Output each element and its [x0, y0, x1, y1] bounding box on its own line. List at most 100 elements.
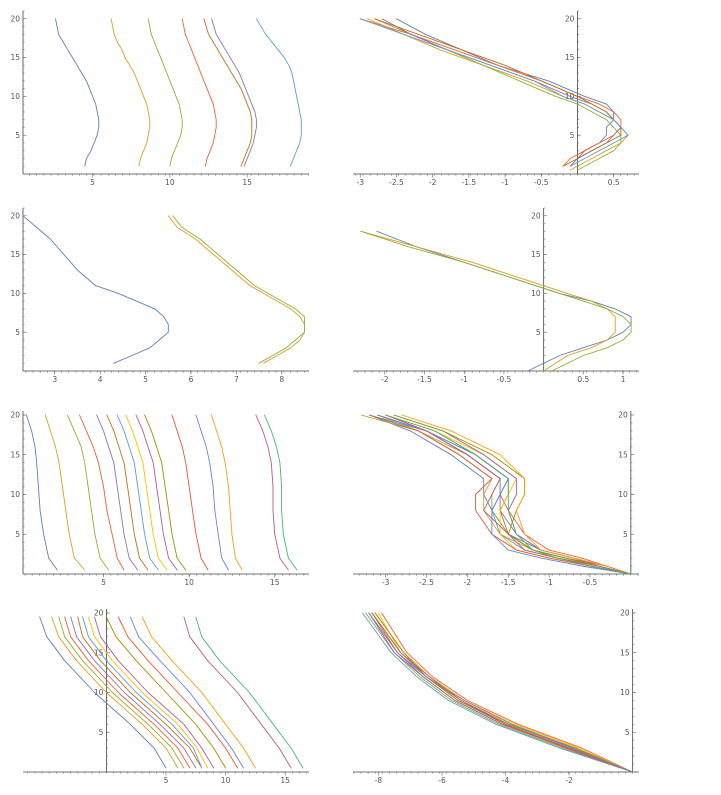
y-tick-label: 15	[10, 53, 20, 62]
series-line-3	[365, 612, 634, 773]
series-line-7	[255, 18, 302, 167]
series-line-1	[55, 18, 100, 167]
y-tick-label: 10	[10, 490, 20, 499]
series-line-12	[368, 612, 634, 773]
series-line-10	[105, 616, 227, 769]
series-line-4	[64, 616, 191, 769]
series-line-13	[401, 414, 632, 575]
y-tick-label: 10	[618, 490, 628, 499]
series-line-2	[51, 616, 179, 769]
series-line-5	[211, 18, 257, 167]
x-tick-label: -2	[381, 375, 389, 384]
x-tick-label: -1	[501, 178, 509, 187]
x-tick-label: 0.5	[608, 178, 620, 187]
series-line-7	[362, 612, 634, 773]
y-tick-label: 20	[620, 609, 630, 618]
y-tick-label: 5	[536, 328, 541, 337]
series-line-3	[58, 616, 185, 769]
x-tick-label: 6	[189, 375, 194, 384]
series-line-4	[181, 18, 217, 167]
x-tick-label: -0.5	[583, 578, 598, 587]
x-tick-label: -1.5	[501, 578, 516, 587]
series-line-2	[367, 18, 629, 171]
y-tick-label: 10	[531, 289, 541, 298]
x-tick-label: -3	[356, 178, 364, 187]
axes: -3 -2.5 -2 -1.5 -1 -0.5 5 10 15 20	[353, 411, 639, 587]
series-line-2	[44, 414, 86, 571]
series-line-6	[106, 414, 149, 571]
series-line-5	[381, 18, 622, 167]
series-line-9	[393, 414, 632, 575]
series-line-3	[374, 18, 622, 171]
series-line-3	[360, 230, 632, 372]
series-line-15	[264, 414, 298, 571]
series-line-12	[129, 616, 244, 769]
series-line-9	[368, 612, 634, 773]
y-tick-label: 15	[565, 53, 575, 62]
y-tick-label: 5	[623, 530, 628, 539]
x-tick-label: 4	[98, 375, 103, 384]
series-line-10	[374, 612, 634, 773]
y-tick-label: 15	[531, 250, 541, 259]
x-tick-label: -1.5	[462, 178, 477, 187]
series-line-3	[360, 414, 632, 575]
y-tick-label: 20	[618, 411, 628, 420]
axes: 5 10 15 5 10 15 20	[10, 411, 309, 587]
y-tick-label: 20	[10, 14, 20, 23]
series-line-11	[368, 414, 632, 575]
chart-panel-8: -8 -6 -4 -2 5 10 15 20	[353, 609, 639, 785]
series-line-1	[376, 230, 632, 372]
y-tick-label: 15	[618, 450, 628, 459]
series-group	[360, 414, 632, 575]
x-tick-label: 5	[143, 375, 148, 384]
chart-panel-6: -3 -2.5 -2 -1.5 -1 -0.5 5 10 15 20	[353, 411, 639, 587]
y-tick-label: 5	[625, 728, 630, 737]
series-line-4	[359, 18, 622, 167]
series-line-6	[374, 18, 622, 167]
y-tick-label: 15	[620, 648, 630, 657]
y-tick-label: 20	[10, 211, 20, 220]
x-tick-label: -8	[375, 776, 383, 785]
series-line-1	[25, 414, 58, 571]
series-line-5	[96, 414, 139, 571]
series-line-3	[67, 414, 110, 571]
chart-panel-3: 3 4 5 6 7 8 5 10 15 20	[10, 207, 309, 384]
series-group	[39, 616, 304, 769]
y-tick-label: 20	[10, 411, 20, 420]
series-line-3	[172, 215, 305, 364]
chart-panel-7: 5 10 15 5 10 15 20	[23, 609, 309, 785]
series-line-11	[117, 616, 238, 769]
x-tick-label: 5	[90, 178, 95, 187]
series-group	[359, 18, 629, 171]
x-tick-label: 10	[221, 776, 231, 785]
series-line-11	[171, 414, 209, 571]
x-tick-label: -3	[382, 578, 390, 587]
series-line-2	[110, 18, 151, 167]
y-tick-label: 5	[15, 131, 20, 140]
y-tick-label: 10	[10, 92, 20, 101]
chart-panel-1: 5 10 15 5 10 15 20	[10, 10, 309, 187]
y-tick-label: 5	[99, 728, 104, 737]
series-line-14	[385, 414, 632, 575]
x-tick-label: 0.5	[577, 375, 589, 384]
series-line-6	[371, 612, 634, 773]
series-line-4	[79, 414, 125, 571]
x-tick-label: -1.5	[417, 375, 432, 384]
series-line-2	[374, 612, 634, 773]
series-line-12	[195, 414, 229, 571]
y-tick-label: 15	[10, 450, 20, 459]
series-line-2	[167, 215, 305, 364]
x-tick-label: 7	[234, 375, 239, 384]
chart-panel-5: 5 10 15 5 10 15 20	[10, 411, 309, 587]
y-tick-label: 10	[10, 289, 20, 298]
x-tick-label: -2	[464, 578, 472, 587]
series-line-1	[371, 612, 634, 773]
axes: -8 -6 -4 -2 5 10 15 20	[353, 609, 639, 785]
series-line-5	[70, 616, 197, 769]
series-line-8	[125, 414, 168, 571]
y-tick-label: 5	[15, 530, 20, 539]
y-tick-label: 20	[565, 14, 575, 23]
